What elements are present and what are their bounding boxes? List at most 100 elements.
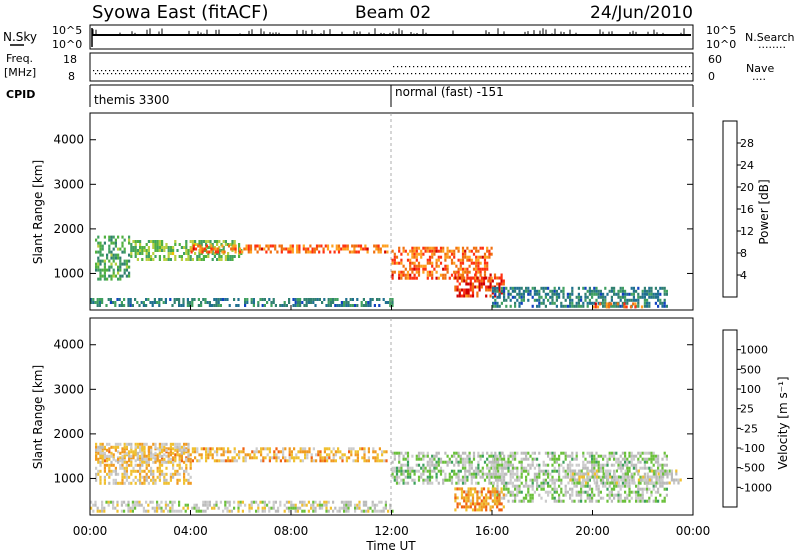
heatmap-cell <box>551 496 554 500</box>
heatmap-cell <box>409 475 412 479</box>
heatmap-cell <box>433 454 436 458</box>
heatmap-cell <box>343 304 346 307</box>
heatmap-cell <box>145 249 148 252</box>
heatmap-cell <box>147 255 150 258</box>
heatmap-cell <box>360 509 363 513</box>
heatmap-cell <box>238 250 242 254</box>
heatmap-cell <box>313 250 316 254</box>
heatmap-cell <box>130 454 133 458</box>
heatmap-cell <box>604 295 607 299</box>
heatmap-cell <box>413 261 416 265</box>
heatmap-cell <box>507 490 510 494</box>
heatmap-cell <box>411 270 414 274</box>
heatmap-cell <box>310 298 313 301</box>
heatmap-cell <box>613 451 616 455</box>
heatmap-cell <box>206 500 209 504</box>
heatmap-cell <box>257 304 260 307</box>
heatmap-cell <box>624 289 627 293</box>
heatmap-cell <box>271 456 274 460</box>
heatmap-cell <box>588 475 591 479</box>
heatmap-cell <box>478 505 481 509</box>
heatmap-cell <box>428 258 432 262</box>
heatmap-cell <box>297 450 300 454</box>
heatmap-cell <box>675 472 678 476</box>
heatmap-cell <box>260 247 264 251</box>
freq-point <box>513 66 515 68</box>
heatmap-cell <box>97 268 100 272</box>
heatmap-cell <box>287 247 290 251</box>
heatmap-cell <box>428 261 432 265</box>
heatmap-cell <box>631 481 634 485</box>
heatmap-cell <box>599 478 602 482</box>
colorbar-tick-label: -100 <box>740 442 765 455</box>
heatmap-cell <box>464 481 467 485</box>
heatmap-cell <box>493 276 497 280</box>
heatmap-cell <box>500 496 503 500</box>
heatmap-cell <box>562 499 565 503</box>
heatmap-cell <box>496 502 499 506</box>
heatmap-cell <box>385 459 388 463</box>
freq-point <box>309 70 311 72</box>
heatmap-cell <box>362 503 365 507</box>
heatmap-cell <box>176 472 179 476</box>
heatmap-cell <box>602 475 605 479</box>
heatmap-cell <box>165 258 168 261</box>
heatmap-cell <box>189 457 192 461</box>
heatmap-cell <box>442 478 445 482</box>
heatmap-cell <box>422 270 425 274</box>
heatmap-cell <box>154 445 157 449</box>
heatmap-cell <box>477 258 480 262</box>
heatmap-cell <box>460 496 464 500</box>
heatmap-cell <box>202 509 205 513</box>
heatmap-cell <box>465 294 468 298</box>
heatmap-cell <box>624 292 627 296</box>
heatmap-cell <box>108 238 111 242</box>
heatmap-cell <box>139 460 142 464</box>
heatmap-cell <box>562 469 565 473</box>
heatmap-cell <box>615 292 618 296</box>
heatmap-cell <box>586 493 589 497</box>
heatmap-cell <box>599 496 602 500</box>
heatmap-cell <box>516 469 519 473</box>
heatmap-cell <box>317 450 320 454</box>
heatmap-cell <box>301 459 304 463</box>
heatmap-cell <box>351 298 354 301</box>
heatmap-cell <box>292 503 295 507</box>
heatmap-cell <box>97 256 100 260</box>
heatmap-cell <box>311 247 314 251</box>
heatmap-cell <box>597 484 600 488</box>
heatmap-cell <box>426 276 429 280</box>
heatmap-cell <box>99 268 102 272</box>
heatmap-cell <box>101 454 104 458</box>
heatmap-cell <box>520 298 523 302</box>
heatmap-cell <box>469 294 472 298</box>
heatmap-cell <box>255 450 258 454</box>
heatmap-cell <box>536 484 539 488</box>
heatmap-cell <box>566 472 569 476</box>
heatmap-cell <box>453 454 456 458</box>
heatmap-cell <box>457 454 460 458</box>
heatmap-cell <box>485 505 488 509</box>
heatmap-cell <box>207 255 210 258</box>
heatmap-cell <box>486 472 489 476</box>
heatmap-cell <box>593 292 596 296</box>
heatmap-cell <box>619 289 622 293</box>
heatmap-cell <box>500 502 503 506</box>
heatmap-cell <box>458 294 461 298</box>
heatmap-cell <box>145 460 148 464</box>
freq-point <box>113 70 115 72</box>
heatmap-cell <box>183 475 186 479</box>
heatmap-cell <box>461 252 465 256</box>
heatmap-cell <box>191 447 194 451</box>
heatmap-cell <box>621 475 624 479</box>
heatmap-cell <box>474 487 477 491</box>
heatmap-cell <box>400 466 403 470</box>
heatmap-cell <box>150 457 153 461</box>
heatmap-cell <box>569 295 572 299</box>
heatmap-cell <box>637 292 640 296</box>
heatmap-cell <box>185 240 188 243</box>
heatmap-cell <box>185 249 188 252</box>
heatmap-cell <box>117 442 120 446</box>
freq-point <box>477 66 479 68</box>
heatmap-cell <box>475 249 478 253</box>
